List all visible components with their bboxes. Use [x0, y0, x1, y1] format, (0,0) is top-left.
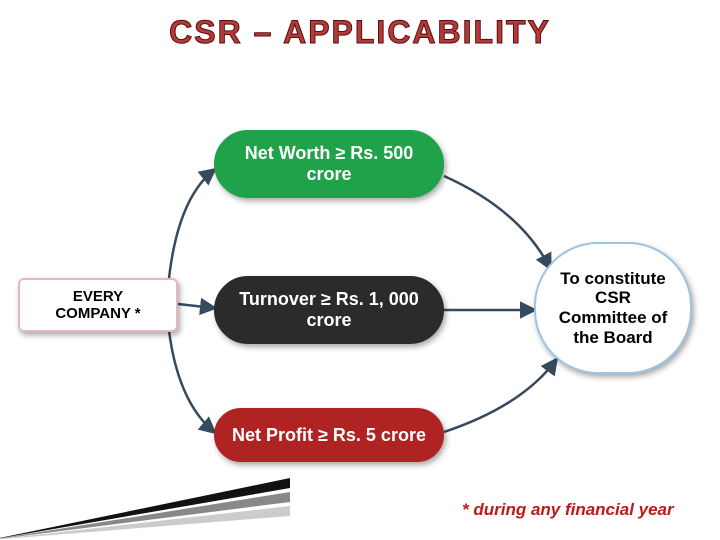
footnote-text: * during any financial year	[462, 500, 674, 519]
node-net-profit-label: Net Profit ≥ Rs. 5 crore	[232, 425, 426, 446]
node-turnover-label: Turnover ≥ Rs. 1, 000 crore	[230, 289, 428, 330]
node-every-company-label: EVERY COMPANY *	[34, 288, 162, 323]
footnote: * during any financial year	[462, 500, 674, 520]
node-csr-committee: To constitute CSR Committee of the Board	[534, 242, 692, 374]
node-net-worth-label: Net Worth ≥ Rs. 500 crore	[230, 143, 428, 184]
node-net-profit: Net Profit ≥ Rs. 5 crore	[214, 408, 444, 462]
node-csr-committee-label: To constitute CSR Committee of the Board	[550, 269, 676, 347]
node-net-worth: Net Worth ≥ Rs. 500 crore	[214, 130, 444, 198]
node-turnover: Turnover ≥ Rs. 1, 000 crore	[214, 276, 444, 344]
node-every-company: EVERY COMPANY *	[18, 278, 178, 332]
slide-root: { "title": { "text": "CSR – APPLICABILIT…	[0, 0, 720, 540]
